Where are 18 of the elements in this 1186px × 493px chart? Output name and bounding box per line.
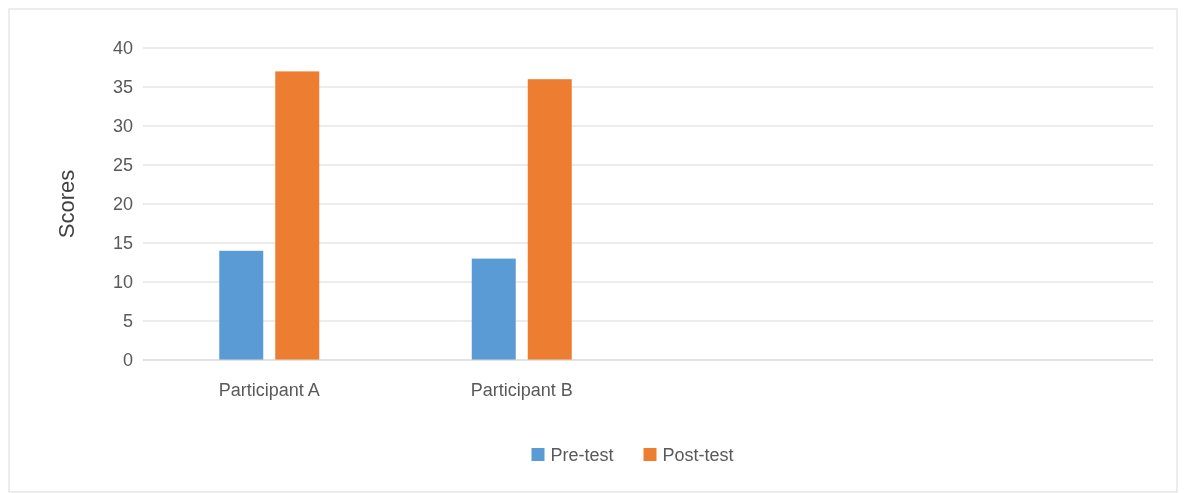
bar: [219, 250, 264, 360]
y-tick-label: 30: [112, 116, 133, 137]
bar: [275, 71, 320, 360]
y-tick-label: 5: [122, 311, 133, 332]
y-axis-title: Scores: [54, 169, 79, 239]
legend-label: Pre-test: [550, 445, 614, 466]
x-tick-label: Participant B: [470, 380, 573, 400]
y-tick-label: 35: [112, 77, 133, 98]
y-tick-label: 20: [112, 194, 133, 215]
bar: [471, 258, 516, 360]
bar: [527, 79, 572, 360]
y-tick-label: 15: [112, 233, 133, 254]
x-tick-label: Participant A: [218, 380, 320, 400]
y-tick-label: 25: [112, 155, 133, 176]
y-tick-label: 0: [122, 350, 133, 371]
y-tick-label: 40: [112, 38, 133, 59]
legend-label: Post-test: [662, 445, 734, 466]
y-tick-label: 10: [112, 272, 133, 293]
